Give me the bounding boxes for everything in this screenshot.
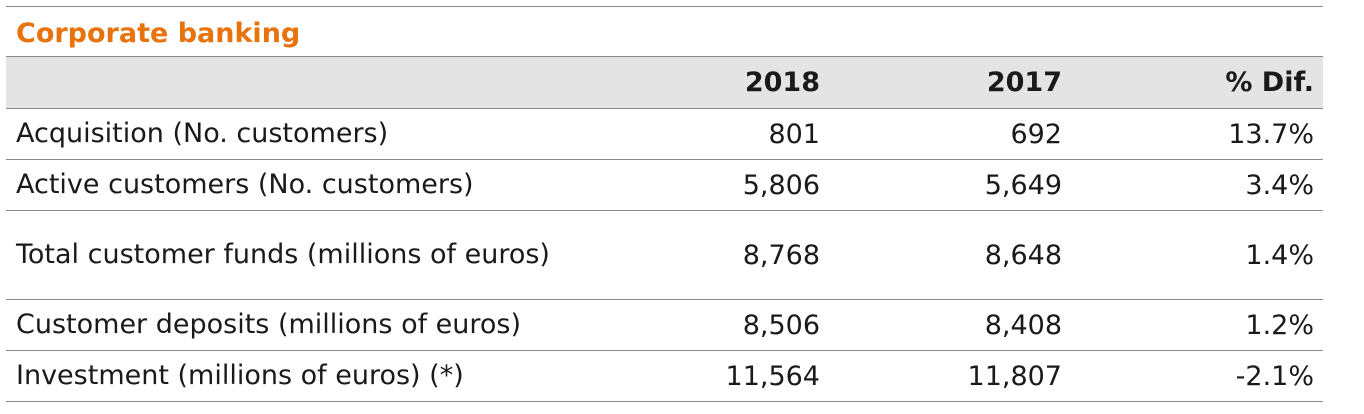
row-label: Total customer funds (millions of euros) xyxy=(16,239,550,270)
cell-dif: -2.1% xyxy=(1235,360,1314,392)
table-row: Active customers (No. customers) 5,806 5… xyxy=(6,160,1323,211)
table-title-row: Corporate banking xyxy=(6,6,1323,57)
row-label: Active customers (No. customers) xyxy=(16,169,474,200)
cell-2017: 692 xyxy=(1010,118,1062,150)
cell-dif: 1.2% xyxy=(1245,309,1314,341)
row-label: Acquisition (No. customers) xyxy=(16,118,389,149)
row-label: Customer deposits (millions of euros) xyxy=(16,309,522,340)
cell-dif: 1.4% xyxy=(1245,239,1314,271)
cell-2018: 801 xyxy=(768,118,820,150)
table-header-row: 2018 2017 % Dif. xyxy=(6,57,1323,109)
table-title: Corporate banking xyxy=(16,18,301,49)
header-2018: 2018 xyxy=(744,67,820,98)
table-row: Total customer funds (millions of euros)… xyxy=(6,211,1323,300)
cell-2018: 8,768 xyxy=(742,239,820,271)
table-row: Investment (millions of euros) (*) 11,56… xyxy=(6,351,1323,402)
table-row: Acquisition (No. customers) 801 692 13.7… xyxy=(6,109,1323,160)
cell-2018: 11,564 xyxy=(725,360,820,392)
cell-dif: 13.7% xyxy=(1228,118,1314,150)
cell-2018: 8,506 xyxy=(742,309,820,341)
cell-2018: 5,806 xyxy=(742,169,820,201)
cell-2017: 8,408 xyxy=(984,309,1062,341)
cell-2017: 5,649 xyxy=(984,169,1062,201)
header-dif: % Dif. xyxy=(1225,67,1314,98)
header-2017: 2017 xyxy=(986,67,1062,98)
corporate-banking-table: Corporate banking 2018 2017 % Dif. Acqui… xyxy=(6,6,1323,402)
row-label: Investment (millions of euros) (*) xyxy=(16,360,464,391)
cell-dif: 3.4% xyxy=(1245,169,1314,201)
table-row: Customer deposits (millions of euros) 8,… xyxy=(6,300,1323,351)
cell-2017: 11,807 xyxy=(967,360,1062,392)
cell-2017: 8,648 xyxy=(984,239,1062,271)
